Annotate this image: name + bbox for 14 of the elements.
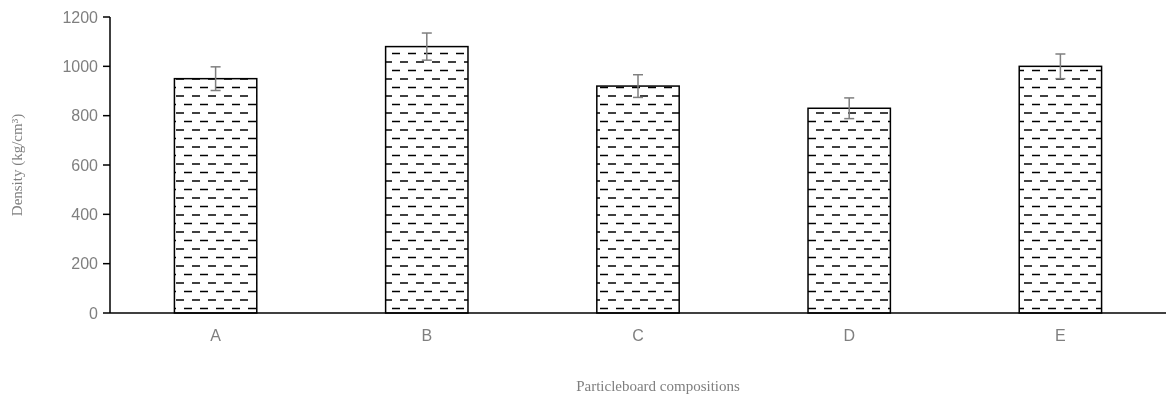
y-tick-label: 800 bbox=[71, 107, 99, 125]
y-tick-label: 0 bbox=[89, 304, 99, 322]
x-tick-label: B bbox=[421, 327, 433, 344]
y-tick-label: 200 bbox=[71, 255, 99, 273]
x-axis-title: Particleboard compositions bbox=[576, 378, 741, 394]
x-tick-label: A bbox=[210, 327, 222, 344]
x-tick-label: E bbox=[1055, 327, 1066, 344]
y-tick-label: 1200 bbox=[62, 8, 99, 26]
y-tick-label: 600 bbox=[71, 156, 99, 174]
y-axis-title: Density (kg/cm³) bbox=[9, 113, 26, 217]
y-tick-label: 400 bbox=[71, 205, 99, 223]
y-tick-label: 1000 bbox=[62, 57, 99, 75]
x-tick-label: D bbox=[843, 327, 855, 344]
x-tick-label: C bbox=[632, 327, 644, 344]
